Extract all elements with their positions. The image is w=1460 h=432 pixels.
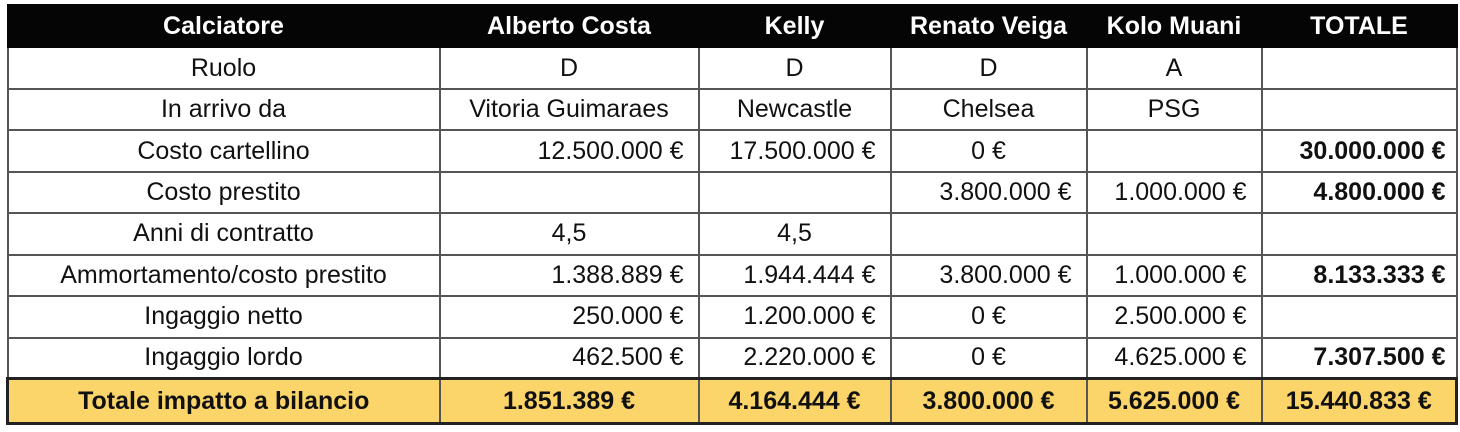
table-cell bbox=[697, 170, 892, 215]
table-cell: 1.851.389 € bbox=[438, 377, 700, 425]
table-cell: 5.625.000 € bbox=[1085, 377, 1263, 425]
row-label: Anni di contratto bbox=[6, 212, 441, 256]
table-cell: 1.944.444 € bbox=[697, 253, 892, 298]
table-cell: 0 € bbox=[889, 336, 1088, 380]
transfer-cost-table: Calciatore Alberto Costa Kelly Renato Ve… bbox=[6, 3, 1458, 425]
table-cell: D bbox=[438, 46, 700, 90]
table-cell: D bbox=[889, 46, 1088, 90]
header-cell: Kolo Muani bbox=[1085, 3, 1263, 49]
header-cell: Renato Veiga bbox=[889, 3, 1088, 49]
total-cell bbox=[1260, 295, 1458, 339]
table-row: Ingaggio lordo 462.500 € 2.220.000 € 0 €… bbox=[6, 336, 1458, 380]
table-cell bbox=[1085, 129, 1263, 173]
table-cell bbox=[889, 212, 1088, 256]
total-impact-row: Totale impatto a bilancio 1.851.389 € 4.… bbox=[6, 377, 1458, 425]
table-cell: 4,5 bbox=[438, 212, 700, 256]
table-cell: A bbox=[1085, 46, 1263, 90]
table-cell bbox=[1260, 46, 1458, 90]
table-cell bbox=[1085, 212, 1263, 256]
table-cell: 3.800.000 € bbox=[889, 170, 1088, 215]
total-cell bbox=[1260, 212, 1458, 256]
table-cell: PSG bbox=[1085, 87, 1263, 132]
table-cell: 3.800.000 € bbox=[889, 253, 1088, 298]
table-cell: 2.220.000 € bbox=[697, 336, 892, 380]
table-row: Costo cartellino 12.500.000 € 17.500.000… bbox=[6, 129, 1458, 173]
table-cell bbox=[438, 170, 700, 215]
table-cell: Vitoria Guimaraes bbox=[438, 87, 700, 132]
table-cell bbox=[1260, 87, 1458, 132]
row-label: Ruolo bbox=[6, 46, 441, 90]
table-cell: Newcastle bbox=[697, 87, 892, 132]
row-label: Ammortamento/costo prestito bbox=[6, 253, 441, 298]
grand-total-cell: 15.440.833 € bbox=[1260, 377, 1458, 425]
table-cell: D bbox=[697, 46, 892, 90]
table-cell: Chelsea bbox=[889, 87, 1088, 132]
table-row: Costo prestito 3.800.000 € 1.000.000 € 4… bbox=[6, 170, 1458, 215]
header-cell: Kelly bbox=[697, 3, 892, 49]
table-cell: 3.800.000 € bbox=[889, 377, 1088, 425]
table-cell: 1.000.000 € bbox=[1085, 253, 1263, 298]
row-label: In arrivo da bbox=[6, 87, 441, 132]
table-row: Anni di contratto 4,5 4,5 bbox=[6, 212, 1458, 256]
table-cell: 4.164.444 € bbox=[697, 377, 892, 425]
table-row: In arrivo da Vitoria Guimaraes Newcastle… bbox=[6, 87, 1458, 132]
row-label: Totale impatto a bilancio bbox=[6, 377, 441, 425]
table-cell: 250.000 € bbox=[438, 295, 700, 339]
table-cell: 12.500.000 € bbox=[438, 129, 700, 173]
table-cell: 4,5 bbox=[697, 212, 892, 256]
table-cell: 2.500.000 € bbox=[1085, 295, 1263, 339]
total-cell: 4.800.000 € bbox=[1260, 170, 1458, 215]
header-cell: TOTALE bbox=[1260, 3, 1458, 49]
table-cell: 0 € bbox=[889, 295, 1088, 339]
table-cell: 1.000.000 € bbox=[1085, 170, 1263, 215]
table-cell: 1.200.000 € bbox=[697, 295, 892, 339]
table-cell: 462.500 € bbox=[438, 336, 700, 380]
table-cell: 0 € bbox=[889, 129, 1088, 173]
table-row: Ammortamento/costo prestito 1.388.889 € … bbox=[6, 253, 1458, 298]
row-label: Ingaggio netto bbox=[6, 295, 441, 339]
total-cell: 30.000.000 € bbox=[1260, 129, 1458, 173]
table-cell: 17.500.000 € bbox=[697, 129, 892, 173]
row-label: Ingaggio lordo bbox=[6, 336, 441, 380]
total-cell: 8.133.333 € bbox=[1260, 253, 1458, 298]
total-cell: 7.307.500 € bbox=[1260, 336, 1458, 380]
row-label: Costo prestito bbox=[6, 170, 441, 215]
header-cell: Alberto Costa bbox=[438, 3, 700, 49]
header-row: Calciatore Alberto Costa Kelly Renato Ve… bbox=[6, 3, 1458, 49]
header-cell: Calciatore bbox=[6, 3, 441, 49]
row-label: Costo cartellino bbox=[6, 129, 441, 173]
table-cell: 4.625.000 € bbox=[1085, 336, 1263, 380]
table-cell: 1.388.889 € bbox=[438, 253, 700, 298]
table-row: Ingaggio netto 250.000 € 1.200.000 € 0 €… bbox=[6, 295, 1458, 339]
table-row: Ruolo D D D A bbox=[6, 46, 1458, 90]
